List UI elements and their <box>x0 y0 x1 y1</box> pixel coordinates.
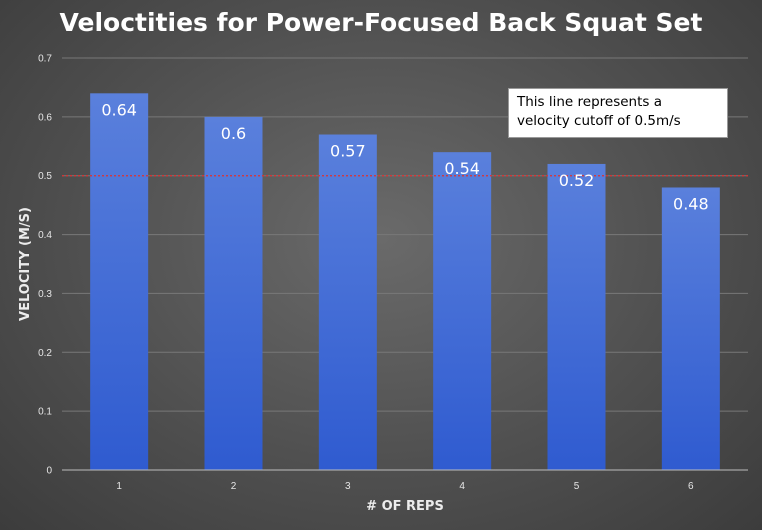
data-labels: 0.64 0.6 0.57 0.54 0.52 0.48 <box>101 100 708 213</box>
bar-value-label: 0.48 <box>673 194 709 213</box>
bar-value-label: 0.6 <box>221 124 246 143</box>
bar-value-label: 0.64 <box>101 100 137 119</box>
bars <box>90 93 720 471</box>
chart-title: Veloctities for Power-Focused Back Squat… <box>59 8 703 37</box>
y-tick-label: 0.6 <box>38 112 52 123</box>
bar <box>204 116 263 470</box>
bar <box>318 134 377 470</box>
x-tick-label: 5 <box>574 481 580 492</box>
x-tick-label: 3 <box>345 481 351 492</box>
y-tick-label: 0.5 <box>38 171 52 182</box>
x-axis-title: # OF REPS <box>366 499 444 514</box>
bar-value-label: 0.54 <box>444 159 480 178</box>
y-axis-ticks: 0 0.1 0.2 0.3 0.4 0.5 0.6 0.7 <box>38 54 52 477</box>
x-tick-label: 2 <box>231 481 237 492</box>
y-axis-title: VELOCITY (M/S) <box>18 207 33 321</box>
bar <box>433 152 492 470</box>
bar <box>547 163 606 470</box>
bar-value-label: 0.57 <box>330 142 366 161</box>
y-tick-label: 0.4 <box>38 230 52 241</box>
x-tick-label: 1 <box>116 481 122 492</box>
y-tick-label: 0.3 <box>38 289 52 300</box>
y-tick-label: 0.2 <box>38 348 52 359</box>
x-tick-label: 6 <box>688 481 694 492</box>
x-axis-ticks: 1 2 3 4 5 6 <box>116 481 694 492</box>
y-tick-label: 0 <box>46 466 52 477</box>
reference-line-annotation: This line represents a velocity cutoff o… <box>508 88 728 138</box>
bar-value-label: 0.52 <box>559 171 595 190</box>
x-tick-label: 4 <box>459 481 465 492</box>
y-tick-label: 0.7 <box>38 54 52 65</box>
y-tick-label: 0.1 <box>38 407 52 418</box>
bar <box>661 187 720 470</box>
bar <box>90 93 149 471</box>
